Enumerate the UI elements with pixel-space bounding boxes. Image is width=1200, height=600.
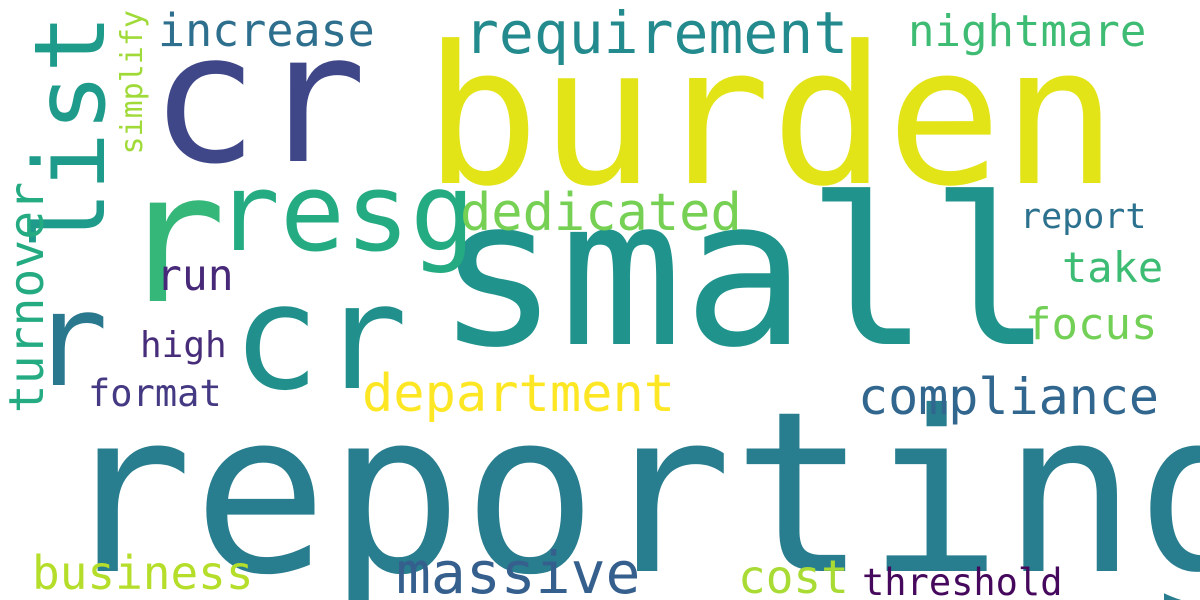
word-increase: increase (158, 4, 375, 57)
word-cr: cr (232, 253, 408, 423)
word-business: business (32, 546, 254, 600)
word-department: department (362, 364, 676, 424)
word-reporting: reporting (58, 363, 1200, 600)
word-dedicated: dedicated (460, 183, 742, 243)
word-r: r (30, 264, 109, 416)
word-high: high (140, 325, 227, 366)
word-format: format (88, 372, 222, 415)
word-turnover: turnover (0, 182, 55, 414)
word-focus: focus (1025, 299, 1158, 350)
word-massive: massive (396, 539, 641, 600)
word-burden: burden (424, 6, 1118, 229)
word-requirement: requirement (464, 0, 849, 67)
word-simplify: simplify (115, 10, 150, 155)
word-resg: resg (215, 151, 476, 276)
word-compliance: compliance (858, 368, 1160, 426)
word-small: small (436, 155, 1054, 393)
word-take: take (1062, 243, 1164, 292)
word-cr: cr (150, 0, 367, 204)
word-nightmare: nightmare (908, 6, 1147, 57)
word-report: report (1020, 197, 1147, 237)
word-run: run (156, 251, 234, 301)
word-r: r (118, 135, 227, 344)
word-threshold: threshold (862, 561, 1063, 600)
word-cost: cost (738, 550, 849, 600)
